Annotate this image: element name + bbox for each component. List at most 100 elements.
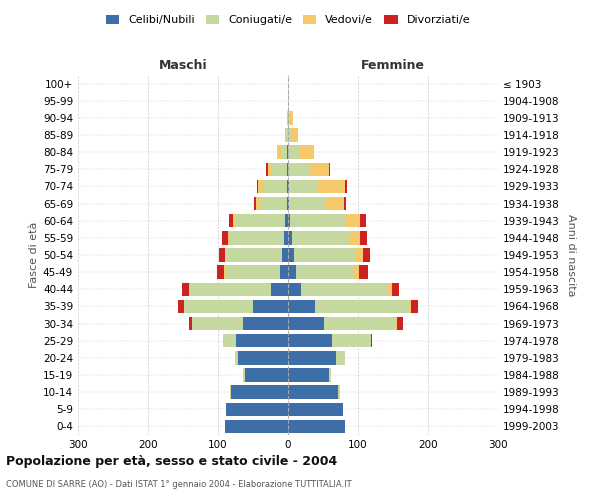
Bar (292, 231, 349, 244)
Bar (223, 334, 235, 347)
Bar (235, 334, 288, 347)
Bar (235, 214, 285, 228)
Bar (292, 128, 298, 141)
Text: COMUNE DI SARRE (AO) - Dati ISTAT 1° gennaio 2004 - Elaborazione TUTTITALIA.IT: COMUNE DI SARRE (AO) - Dati ISTAT 1° gen… (6, 480, 352, 489)
Bar (271, 282, 288, 296)
Bar (392, 282, 398, 296)
Bar (222, 231, 228, 244)
Bar (289, 197, 325, 210)
Bar (296, 266, 354, 279)
Bar (225, 266, 280, 279)
Legend: Celibi/Nubili, Coniugati/e, Vedovi/e, Divorziati/e: Celibi/Nubili, Coniugati/e, Vedovi/e, Di… (101, 10, 475, 30)
Y-axis label: Anni di nascita: Anni di nascita (566, 214, 576, 296)
Bar (288, 214, 290, 228)
Bar (254, 197, 256, 210)
Bar (272, 162, 287, 176)
Bar (245, 368, 288, 382)
Bar (293, 248, 355, 262)
Bar (217, 266, 224, 279)
Bar (314, 300, 409, 313)
Bar (287, 180, 288, 193)
Bar (396, 317, 397, 330)
Bar (288, 317, 325, 330)
Bar (288, 162, 309, 176)
Bar (277, 146, 281, 159)
Bar (288, 282, 301, 296)
Bar (335, 351, 346, 364)
Bar (287, 111, 288, 124)
Bar (220, 248, 225, 262)
Bar (286, 128, 288, 141)
Bar (332, 334, 371, 347)
Bar (301, 282, 388, 296)
Bar (192, 317, 242, 330)
Bar (287, 162, 288, 176)
Bar (229, 231, 284, 244)
Text: Popolazione per età, sesso e stato civile - 2004: Popolazione per età, sesso e stato civil… (6, 455, 337, 468)
Bar (233, 214, 235, 228)
Bar (281, 146, 287, 159)
Bar (287, 146, 288, 159)
Bar (288, 368, 329, 382)
Bar (280, 266, 288, 279)
Bar (235, 351, 238, 364)
Bar (288, 351, 335, 364)
Bar (256, 197, 259, 210)
Bar (288, 248, 293, 262)
Bar (411, 300, 418, 313)
Bar (288, 420, 346, 433)
Bar (253, 300, 288, 313)
Bar (226, 248, 283, 262)
Bar (188, 317, 192, 330)
Bar (388, 282, 392, 296)
Bar (309, 162, 329, 176)
Text: Maschi: Maschi (158, 58, 208, 71)
Bar (238, 351, 288, 364)
Bar (285, 214, 288, 228)
Bar (329, 368, 331, 382)
Bar (266, 162, 268, 176)
Bar (288, 111, 290, 124)
Bar (318, 180, 345, 193)
Bar (288, 231, 292, 244)
Bar (409, 300, 411, 313)
Bar (288, 300, 314, 313)
Bar (289, 180, 318, 193)
Bar (288, 180, 289, 193)
Bar (290, 111, 293, 124)
Bar (288, 266, 296, 279)
Bar (284, 231, 288, 244)
Bar (325, 197, 344, 210)
Bar (284, 128, 286, 141)
Bar (225, 420, 288, 433)
Text: Femmine: Femmine (361, 58, 425, 71)
Bar (178, 300, 184, 313)
Bar (288, 146, 299, 159)
Bar (344, 197, 346, 210)
Bar (224, 266, 225, 279)
Bar (349, 231, 360, 244)
Bar (225, 248, 226, 262)
Bar (190, 282, 271, 296)
Bar (230, 386, 288, 399)
Bar (345, 214, 360, 228)
Bar (288, 402, 343, 416)
Bar (397, 317, 403, 330)
Bar (363, 248, 370, 262)
Bar (360, 231, 367, 244)
Bar (288, 94, 289, 108)
Bar (288, 197, 289, 210)
Bar (229, 214, 233, 228)
Bar (371, 334, 372, 347)
Bar (288, 334, 332, 347)
Bar (259, 197, 287, 210)
Bar (257, 180, 258, 193)
Bar (290, 214, 345, 228)
Bar (258, 180, 264, 193)
Bar (325, 317, 396, 330)
Bar (283, 248, 288, 262)
Bar (264, 180, 287, 193)
Bar (338, 386, 340, 399)
Bar (242, 317, 288, 330)
Bar (288, 128, 292, 141)
